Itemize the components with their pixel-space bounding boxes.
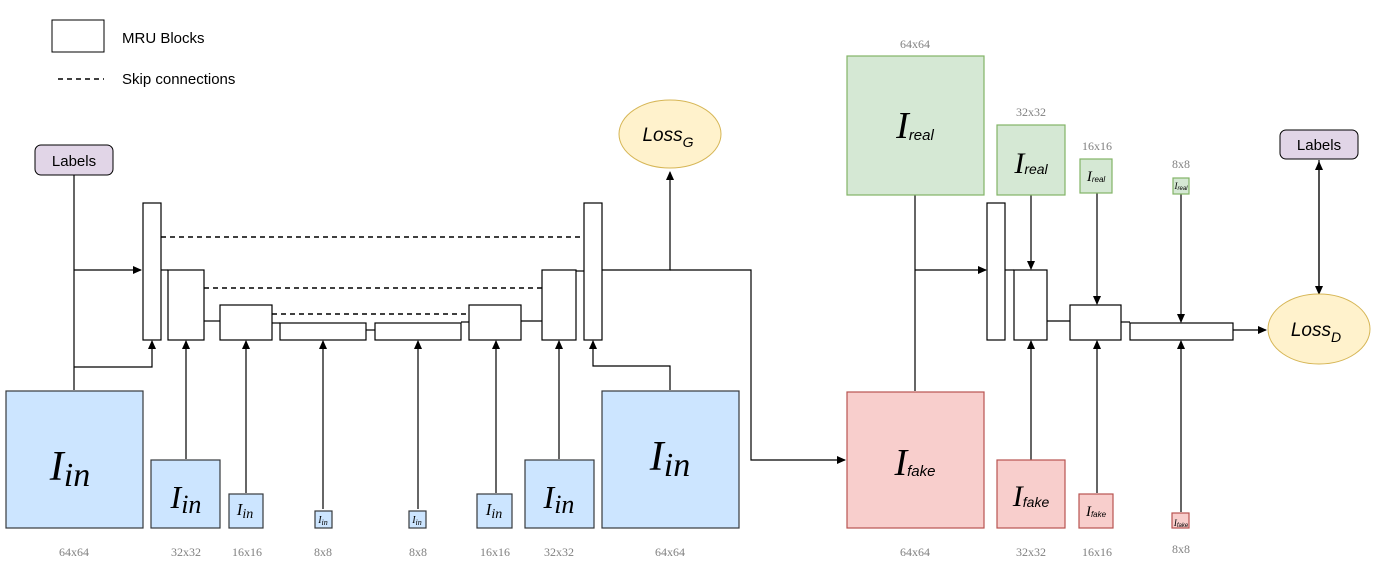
discriminator-connectors: [914, 160, 1323, 512]
loss-g-label: LossG: [642, 125, 693, 150]
size-label: 16x16: [1082, 139, 1112, 153]
fake-image-16-text: Ifake: [1085, 504, 1107, 520]
size-label: 32x32: [171, 545, 201, 559]
real-image-16-text: Ireal: [1086, 169, 1106, 185]
size-label: 32x32: [1016, 105, 1046, 119]
size-label: 8x8: [1172, 157, 1190, 171]
fake-image-64-text: Ifake: [893, 442, 935, 484]
input-g-8-left-text: Iin: [317, 515, 328, 527]
real-image-64: [846, 55, 985, 196]
size-label: 8x8: [314, 545, 332, 559]
fake-image-64: [846, 391, 985, 529]
real-image-8: [1172, 177, 1190, 195]
generator-labels-node: [34, 144, 114, 176]
mru-block-g6: [468, 304, 522, 341]
legend-mru-label: MRU Blocks: [122, 30, 205, 47]
size-label: 64x64: [655, 545, 685, 559]
size-label: 8x8: [409, 545, 427, 559]
skip-connections: [161, 236, 584, 315]
mru-block-g8: [583, 202, 603, 341]
legend-skip-label: Skip connections: [122, 71, 235, 88]
size-label: 32x32: [1016, 545, 1046, 559]
input-g-16-left: [228, 493, 264, 529]
input-g-64-left: [5, 390, 144, 529]
size-label: 16x16: [232, 545, 262, 559]
input-g-32-left-text: Iin: [170, 479, 202, 519]
mru-block-g1: [142, 202, 162, 341]
generator-labels-text: Labels: [52, 153, 96, 170]
fake-image-8-text: Ifake: [1173, 518, 1189, 529]
mru-block-d3: [1069, 304, 1122, 341]
input-g-32-right-text: Iin: [543, 479, 575, 519]
mru-block-g3: [219, 304, 273, 341]
size-label: 64x64: [59, 545, 89, 559]
fake-image-8: [1171, 512, 1190, 529]
input-g-16-left-text: Iin: [236, 500, 254, 522]
real-image-8-text: Ireal: [1173, 181, 1188, 192]
input-g-8-left: [314, 510, 333, 529]
mru-block-d1: [986, 202, 1006, 341]
input-g-32-right: [524, 459, 595, 529]
input-g-64-right: [601, 390, 740, 529]
size-label: 64x64: [900, 545, 930, 559]
loss-d-label: LossD: [1291, 320, 1341, 345]
fake-image-16: [1078, 493, 1114, 529]
discriminator-labels-node: [1279, 129, 1359, 160]
input-g-8-right: [408, 510, 427, 529]
input-g-16-right: [476, 493, 513, 529]
mru-block-g7: [541, 269, 577, 341]
mru-block-g4: [279, 322, 367, 341]
legend-mru-swatch: [51, 19, 105, 53]
real-image-16: [1079, 158, 1113, 194]
generator-connectors: [73, 171, 846, 509]
mru-block-d4: [1129, 322, 1234, 341]
mru-block-d2: [1013, 269, 1048, 341]
discriminator-labels-text: Labels: [1297, 137, 1341, 154]
size-label: 16x16: [480, 545, 510, 559]
mru-block-g2: [167, 269, 205, 341]
input-g-64-right-text: Iin: [649, 434, 690, 484]
loss-g-node: [618, 99, 722, 169]
input-g-8-right-text: Iin: [411, 515, 422, 527]
size-label: 16x16: [1082, 545, 1112, 559]
size-label: 64x64: [900, 37, 930, 51]
mru-block-g5: [374, 322, 462, 341]
size-label: 32x32: [544, 545, 574, 559]
size-label: 8x8: [1172, 542, 1190, 556]
fake-image-32: [996, 459, 1066, 529]
fake-image-32-text: Ifake: [1012, 480, 1050, 513]
real-image-32: [996, 124, 1066, 196]
real-image-64-text: Ireal: [895, 105, 934, 147]
loss-d-node: [1267, 293, 1371, 365]
input-g-64-left-text: Iin: [49, 444, 90, 494]
input-g-32-left: [150, 459, 221, 529]
input-g-16-right-text: Iin: [485, 500, 503, 522]
real-image-32-text: Ireal: [1013, 147, 1048, 180]
